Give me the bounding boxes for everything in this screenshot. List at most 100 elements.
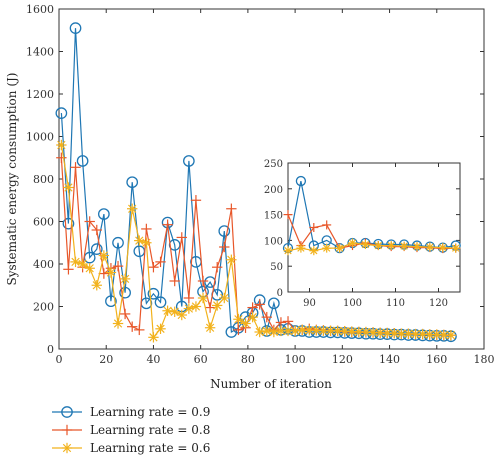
inset-data-point: [322, 220, 332, 230]
data-point: [211, 261, 223, 273]
series-3: [56, 139, 457, 343]
data-point: [70, 162, 81, 173]
data-point: [233, 324, 244, 336]
data-point: [282, 325, 294, 337]
data-point: [141, 223, 152, 235]
data-point: [119, 286, 131, 299]
data-point: [98, 250, 110, 261]
data-point: [154, 296, 167, 309]
inset-y-tick-label: 250: [264, 159, 283, 170]
inset-x-tick-label: 90: [303, 298, 316, 309]
data-point: [176, 232, 187, 243]
data-point: [112, 318, 124, 329]
inset-data-point: [309, 246, 319, 256]
legend-item-1: Learning rate = 0.9: [52, 405, 210, 419]
x-axis-title: Number of iteration: [210, 377, 332, 391]
legend-item-2: Learning rate = 0.8: [52, 423, 210, 437]
data-point: [254, 299, 265, 310]
legend-marker: [61, 442, 73, 454]
data-point: [119, 308, 131, 320]
data-point: [63, 182, 74, 193]
inset-y-tick-label: 150: [264, 211, 283, 222]
data-point: [183, 155, 195, 167]
inset-data-point: [438, 243, 448, 253]
data-point: [183, 292, 195, 304]
inset-data-point: [386, 241, 396, 251]
data-point: [389, 328, 400, 339]
data-point: [233, 314, 244, 325]
x-tick-label: 40: [146, 353, 160, 366]
legend-item-3: Learning rate = 0.6: [52, 441, 210, 455]
inset-x-tick-label: 110: [386, 298, 405, 309]
data-point: [98, 208, 110, 220]
inset-data-point: [373, 241, 383, 251]
data-point: [126, 176, 139, 189]
y-axis-title: Systematic energy consumption (J): [5, 73, 19, 286]
data-point: [169, 275, 180, 287]
inset-y-tick-label: 50: [270, 262, 283, 273]
inset-data-point: [335, 243, 345, 253]
y-tick-label: 200: [33, 301, 54, 314]
data-point: [304, 325, 315, 336]
data-point: [219, 241, 230, 253]
data-point: [90, 243, 103, 255]
x-tick-label: 80: [241, 353, 255, 366]
y-tick-label: 600: [33, 216, 54, 229]
y-tick-label: 1600: [26, 3, 54, 16]
data-point: [91, 224, 102, 236]
data-point: [176, 309, 187, 321]
data-point: [98, 268, 110, 279]
data-point: [254, 326, 265, 338]
data-point: [56, 139, 67, 151]
x-tick-label: 60: [194, 353, 208, 366]
data-point: [134, 235, 145, 246]
x-tick-label: 20: [99, 353, 113, 366]
data-point: [55, 107, 68, 119]
data-point: [219, 292, 230, 304]
inset-data-point: [412, 242, 422, 252]
y-tick-label: 800: [33, 173, 54, 186]
data-point: [126, 321, 138, 332]
inset-data-point: [425, 242, 435, 252]
inset-data-point: [283, 246, 293, 256]
legend-label: Learning rate = 0.6: [90, 441, 210, 455]
legend: Learning rate = 0.9 Learning rate = 0.8 Le…: [52, 405, 210, 455]
data-point: [69, 22, 82, 34]
x-tick-label: 160: [426, 353, 447, 366]
data-point: [190, 301, 202, 312]
data-point: [134, 324, 145, 336]
y-tick-label: 1000: [26, 131, 54, 144]
inset-y-tick-label: 200: [264, 185, 283, 196]
data-point: [63, 264, 74, 275]
data-point: [70, 256, 81, 268]
data-point: [289, 325, 301, 337]
data-point: [183, 303, 195, 314]
data-point: [147, 287, 160, 300]
x-tick-label: 120: [332, 353, 353, 366]
legend-label: Learning rate = 0.9: [90, 405, 210, 419]
data-point: [141, 237, 152, 248]
inset-data-point: [296, 243, 306, 253]
inset-plot-area: 90 100 110 120 0 50 100 150 200 250: [264, 159, 461, 309]
data-point: [76, 155, 89, 167]
data-point: [226, 203, 237, 214]
data-point: [84, 263, 95, 274]
data-point: [155, 256, 166, 268]
data-point: [211, 300, 223, 311]
x-tick-label: 0: [56, 353, 63, 366]
inset-y-tick-label: 0: [277, 288, 283, 299]
inset-data-point: [309, 223, 319, 232]
inset-x-tick-label: 100: [343, 298, 362, 309]
data-point: [105, 295, 117, 308]
y-tick-label: 0: [47, 343, 54, 356]
data-point: [268, 297, 280, 310]
data-point: [311, 325, 322, 336]
data-point: [91, 280, 102, 291]
inset-y-tick-label: 100: [264, 236, 283, 247]
data-point: [119, 273, 131, 285]
data-point: [77, 258, 88, 270]
data-point: [162, 305, 173, 316]
data-point: [197, 275, 209, 287]
data-point: [84, 216, 95, 227]
